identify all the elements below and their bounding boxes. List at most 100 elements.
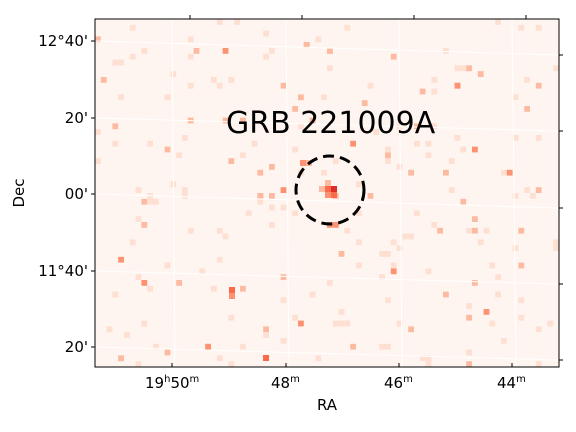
map-pixel: [332, 158, 339, 164]
map-pixel: [553, 245, 559, 251]
map-pixel: [269, 222, 275, 228]
map-pixel: [147, 198, 153, 205]
map-pixel: [263, 53, 269, 60]
grid-line: [94, 270, 560, 285]
map-pixel: [466, 227, 472, 234]
map-pixel: [344, 320, 351, 327]
map-pixel: [164, 146, 171, 153]
map-pixel: [425, 152, 432, 159]
map-pixel: [187, 82, 194, 89]
map-pixel: [472, 216, 478, 222]
map-pixel: [280, 338, 287, 344]
map-pixel: [251, 140, 258, 147]
map-pixel: [524, 77, 530, 83]
map-pixel: [414, 123, 420, 130]
map-pixel: [431, 123, 438, 130]
map-pixel: [390, 239, 397, 246]
coordinate-grid: [94, 18, 560, 368]
grid-line: [171, 18, 176, 368]
map-pixel: [379, 274, 385, 280]
map-pixel: [518, 314, 525, 321]
map-pixel: [483, 309, 490, 315]
map-pixel: [466, 65, 472, 72]
map-pixel: [164, 262, 171, 269]
map-pixel: [361, 100, 368, 106]
map-pixel: [385, 343, 391, 350]
map-pixel: [425, 355, 432, 362]
map-pixel: [419, 88, 426, 95]
map-pixel: [269, 193, 275, 199]
map-pixel: [182, 187, 188, 193]
map-pixel: [327, 65, 333, 72]
map-pixel: [535, 24, 542, 31]
map-pixel: [240, 285, 246, 292]
map-pixel: [292, 210, 298, 217]
map-pixel: [216, 227, 223, 234]
map-pixel: [332, 222, 339, 228]
grid-line: [398, 18, 403, 368]
map-pixel: [263, 332, 269, 338]
map-pixel: [303, 42, 310, 48]
map-pixel: [408, 326, 414, 333]
map-pixel: [396, 164, 403, 170]
map-pixel: [356, 239, 362, 246]
ra-tick-label: 46m: [384, 374, 413, 392]
map-pixel: [118, 59, 124, 66]
map-pixel: [385, 146, 391, 153]
map-pixel: [356, 181, 362, 188]
map-pixel: [135, 216, 142, 222]
map-pixel: [309, 291, 316, 298]
map-pixel: [385, 251, 391, 257]
map-pixel: [379, 343, 385, 350]
map-pixel: [141, 280, 148, 286]
source-pixel: [229, 293, 235, 299]
ra-tick-label: 48m: [271, 374, 300, 392]
map-pixel: [431, 88, 438, 95]
map-pixel: [153, 198, 159, 205]
map-pixel: [280, 204, 287, 211]
map-pixel: [211, 77, 217, 83]
map-pixel: [443, 48, 449, 54]
map-pixel: [95, 129, 101, 135]
map-pixel: [112, 59, 119, 66]
map-pixel: [443, 291, 449, 298]
dec-tick-label: 00': [65, 185, 88, 203]
map-pixel: [193, 48, 200, 54]
map-pixel: [257, 169, 264, 176]
source-pixel: [331, 192, 337, 198]
map-pixel: [344, 227, 351, 234]
map-pixel: [408, 233, 414, 240]
map-pixel: [269, 48, 275, 54]
map-pixel: [495, 274, 501, 280]
map-pixel: [425, 361, 432, 367]
plot-frame: [94, 18, 560, 368]
map-pixel: [443, 169, 449, 176]
map-pixel: [460, 65, 467, 72]
grb-position-circle: [294, 154, 366, 226]
map-pixel: [466, 314, 472, 321]
map-pixel: [280, 274, 287, 280]
map-pixel: [141, 198, 148, 205]
map-pixel: [216, 82, 223, 89]
map-pixel: [501, 338, 507, 344]
map-pixel: [472, 146, 478, 153]
map-pixel: [170, 71, 177, 77]
map-pixel: [240, 152, 246, 159]
map-pixel: [396, 245, 403, 251]
map-pixel: [216, 355, 223, 362]
source-pixel: [319, 186, 325, 192]
map-pixel: [518, 24, 525, 31]
map-pixel: [216, 19, 223, 25]
map-pixel: [298, 320, 304, 327]
x-axis-label: RA: [317, 396, 338, 414]
map-pixel: [524, 106, 530, 112]
map-pixel: [216, 256, 223, 263]
map-pixel: [135, 361, 142, 367]
map-pixel: [460, 198, 467, 205]
map-pixel: [280, 297, 287, 304]
map-pixel: [518, 227, 525, 234]
map-pixel: [263, 30, 269, 37]
map-pixel: [205, 343, 211, 350]
map-pixel: [176, 280, 182, 286]
map-pixel: [141, 48, 148, 54]
